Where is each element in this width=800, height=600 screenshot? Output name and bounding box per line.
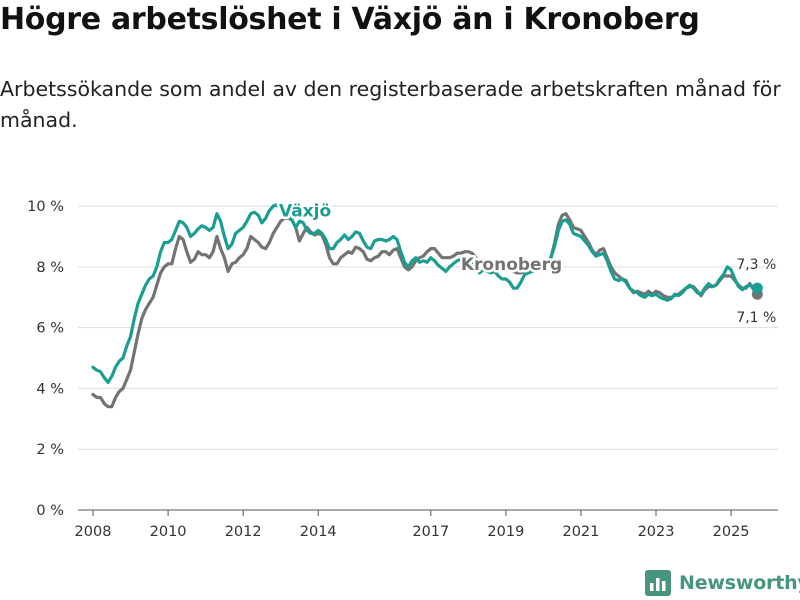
chart-title: Högre arbetslöshet i Växjö än i Kronober…: [0, 2, 700, 37]
y-tick-label: 8 %: [36, 260, 64, 276]
x-tick-label: 2023: [638, 524, 675, 540]
series-end-point-vaxjo: [751, 282, 763, 294]
y-tick-label: 10 %: [27, 199, 64, 215]
bar-chart-logo-icon: [645, 570, 671, 596]
y-tick-label: 2 %: [36, 442, 64, 458]
series-line-kronoberg: [91, 212, 759, 409]
x-tick-label: 2012: [225, 524, 262, 540]
series-line-vaxjo: [91, 203, 759, 384]
newsworthy-logo[interactable]: Newsworthy: [645, 568, 800, 598]
series-layer: [91, 203, 763, 409]
y-tick-label: 6 %: [36, 321, 64, 337]
axis-layer: 0 % 2 % 4 % 6 % 8 % 10 % 2008 2010 2012 2014 2017 2…: [27, 199, 749, 540]
end-value-label-kronoberg: 7,1 %: [736, 310, 776, 326]
brand-name: Newsworthy: [679, 572, 800, 594]
y-tick-label: 4 %: [36, 381, 64, 397]
series-label-kronoberg: Kronoberg: [461, 255, 562, 275]
x-tick-label: 2017: [412, 524, 449, 540]
y-tick-label: 0 %: [36, 503, 64, 519]
x-tick-label: 2019: [487, 524, 524, 540]
grid-layer: [78, 205, 778, 511]
label-layer: Växjö Kronoberg 7,3 % 7,1 %: [276, 199, 778, 328]
x-tick-label: 2025: [713, 524, 750, 540]
x-tick-label: 2008: [75, 524, 112, 540]
series-label-vaxjo: Växjö: [279, 202, 331, 222]
x-tick-label: 2014: [300, 524, 337, 540]
x-tick-label: 2010: [150, 524, 187, 540]
end-value-label-vaxjo: 7,3 %: [736, 257, 776, 273]
chart-subtitle: Arbetssökande som andel av den registerb…: [0, 77, 781, 132]
x-tick-label: 2021: [562, 524, 599, 540]
